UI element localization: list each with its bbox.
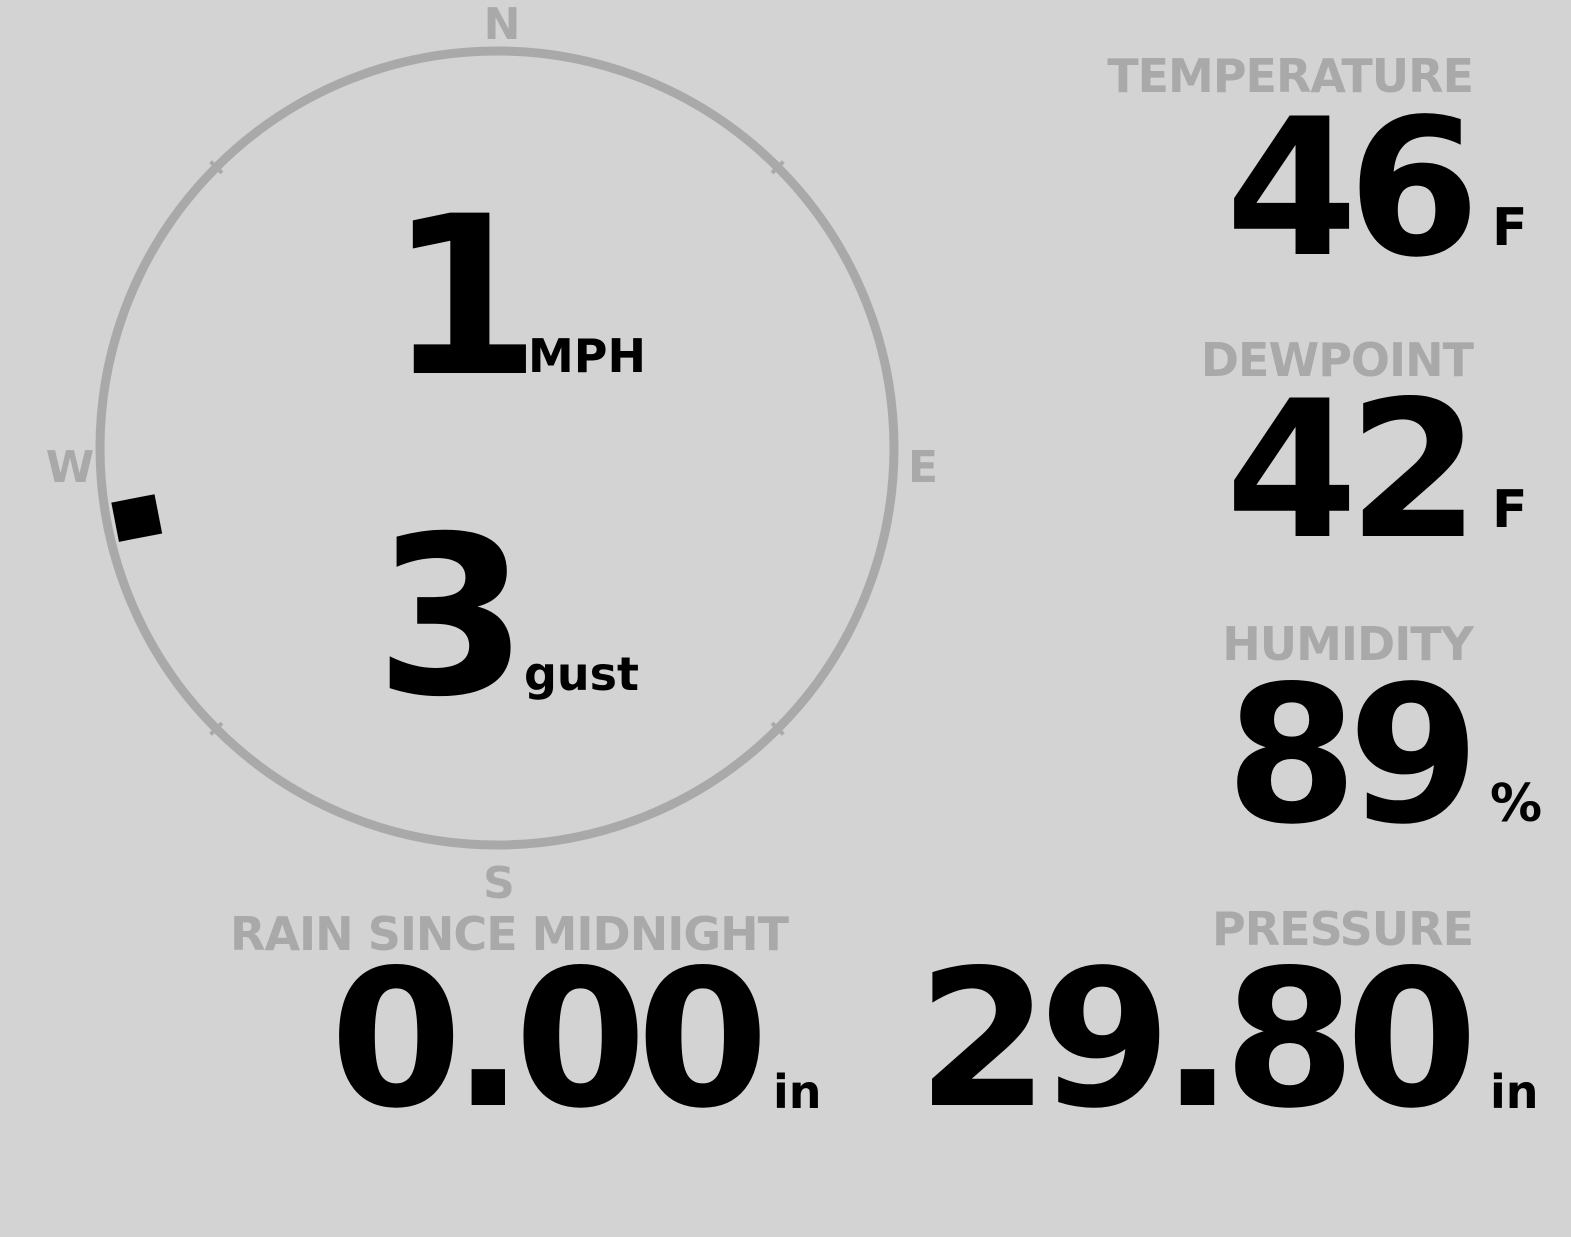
wind-gust-unit: gust (524, 647, 640, 701)
rain-label: RAIN SINCE MIDNIGHT (230, 907, 789, 961)
compass-tick (209, 721, 224, 736)
dewpoint-label: DEWPOINT (1200, 333, 1474, 387)
compass-south-label: S (483, 858, 515, 909)
rain-unit: in (773, 1065, 822, 1119)
dewpoint-value: 42 (1225, 360, 1480, 581)
humidity-label: HUMIDITY (1222, 617, 1474, 671)
dewpoint-unit: F (1492, 480, 1528, 540)
compass-east-label: E (907, 442, 939, 493)
compass-tick (770, 721, 785, 736)
compass-tick (209, 160, 224, 175)
compass-ticks (209, 160, 785, 736)
rain-value: 0.00 (330, 929, 769, 1150)
wind-speed-unit: MPH (528, 329, 646, 383)
compass-west-label: W (45, 442, 95, 493)
pressure-unit: in (1490, 1065, 1539, 1119)
wind-direction-marker (111, 494, 163, 542)
compass-north-label: N (483, 0, 521, 50)
temperature-label: TEMPERATURE (1107, 49, 1474, 103)
pressure-label: PRESSURE (1212, 902, 1474, 956)
compass-tick (770, 160, 785, 175)
humidity-value: 89 (1225, 645, 1480, 866)
temperature-unit: F (1492, 198, 1528, 258)
temperature-value: 46 (1225, 78, 1480, 299)
compass-ring (95, 46, 899, 850)
wind-gust-value: 3 (375, 489, 528, 745)
wind-speed-value: 1 (388, 169, 541, 425)
humidity-unit: % (1490, 774, 1543, 834)
pressure-value: 29.80 (917, 929, 1478, 1150)
